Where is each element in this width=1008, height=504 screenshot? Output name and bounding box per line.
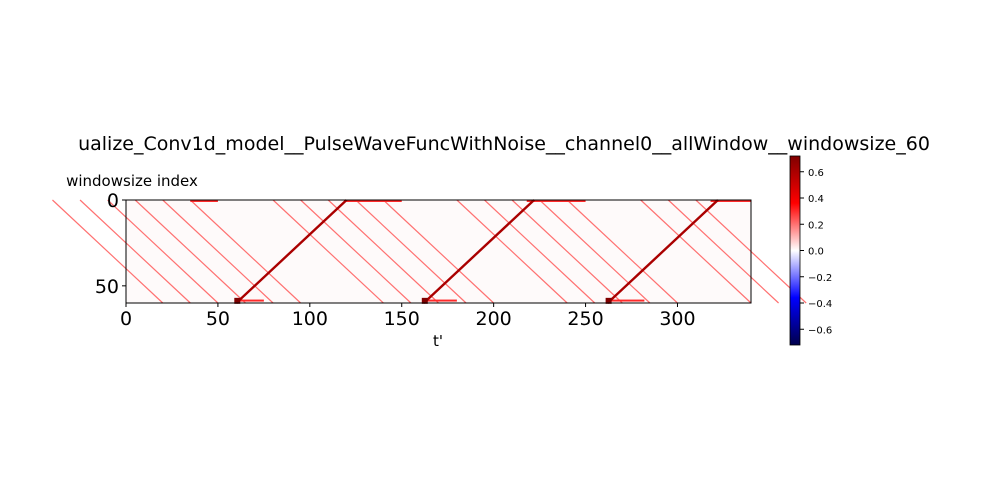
weak-diagonal (382, 199, 495, 304)
peak-cell (234, 297, 241, 304)
bottom-band (236, 299, 264, 302)
weak-diagonal (484, 199, 596, 304)
peak-cell (605, 297, 612, 304)
weak-diagonal (272, 199, 384, 304)
weak-diagonal (300, 199, 412, 304)
y-axis: 0 50 (95, 190, 126, 298)
top-band (190, 200, 218, 202)
y-tick-label: 0 (107, 190, 119, 212)
colorbar-tick-label: −0.2 (808, 273, 832, 284)
weak-diagonal (640, 199, 752, 304)
top-band (710, 200, 751, 202)
weak-diagonal (355, 199, 467, 304)
colorbar-tick-label: −0.6 (808, 325, 832, 336)
y-axis-label: windowsize index (66, 172, 198, 190)
x-axis: 0 50 100 150 200 250 300 (120, 303, 696, 330)
bottom-band (423, 299, 457, 302)
x-tick-label: 300 (659, 308, 695, 330)
weak-diagonal (134, 199, 246, 304)
weak-diagonal (327, 199, 439, 304)
weak-diagonal (566, 199, 678, 304)
weak-diagonal (456, 199, 568, 304)
x-tick-label: 250 (567, 308, 603, 330)
plot-frame (125, 199, 752, 304)
weak-diagonal (52, 199, 164, 304)
colorbar-tick-label: −0.4 (808, 299, 832, 310)
y-tick-label: 50 (95, 276, 119, 298)
strong-diagonal (606, 199, 719, 304)
strong-diagonal (235, 199, 348, 304)
x-tick-label: 50 (206, 308, 230, 330)
top-band (346, 200, 402, 202)
weak-diagonal (79, 199, 191, 304)
colorbar: 0.6 0.4 0.2 0.0 −0.2 −0.4 −0.6 (789, 155, 832, 346)
x-tick-label: 100 (292, 308, 328, 330)
colorbar-tick-label: 0.6 (808, 168, 824, 179)
bottom-band (607, 299, 645, 302)
chart-title: ualize_Conv1d_model__PulseWaveFuncWithNo… (78, 133, 930, 155)
colorbar-ticks: 0.6 0.4 0.2 0.0 −0.2 −0.4 −0.6 (800, 168, 832, 336)
heatmap-plot (52, 199, 807, 304)
x-tick-label: 0 (120, 308, 132, 330)
colorbar-tick-label: 0.0 (808, 247, 824, 258)
strong-diagonal (422, 199, 535, 304)
weak-diagonal (667, 199, 779, 304)
colorbar-gradient (789, 155, 801, 346)
weak-diagonal (539, 199, 651, 304)
x-tick-label: 200 (476, 308, 512, 330)
colorbar-tick-label: 0.4 (808, 194, 824, 205)
x-axis-label: t' (433, 332, 443, 350)
colorbar-tick-label: 0.2 (808, 220, 824, 231)
weak-diagonal (189, 199, 302, 304)
x-tick-label: 150 (384, 308, 420, 330)
top-band (526, 200, 586, 202)
weak-diagonal (511, 199, 623, 304)
peak-cell (421, 297, 428, 304)
